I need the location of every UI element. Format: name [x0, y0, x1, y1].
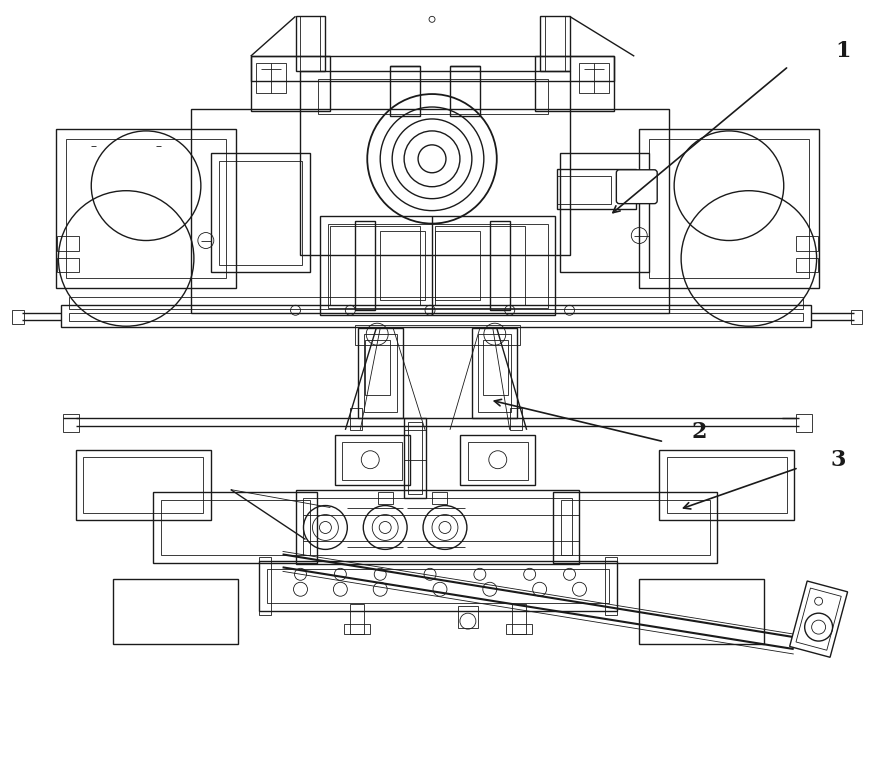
- Bar: [378, 492, 393, 504]
- Text: 2: 2: [691, 421, 707, 443]
- Bar: [561, 499, 710, 555]
- Bar: [251, 56, 330, 111]
- Bar: [161, 499, 310, 555]
- Bar: [336, 435, 410, 485]
- Bar: [458, 606, 477, 628]
- Bar: [69, 313, 802, 321]
- Bar: [490, 220, 510, 310]
- Bar: [219, 161, 302, 266]
- Bar: [435, 230, 480, 300]
- Bar: [295, 16, 325, 71]
- Bar: [319, 79, 548, 114]
- Bar: [390, 66, 420, 116]
- Bar: [483, 340, 508, 395]
- Bar: [639, 579, 764, 644]
- Bar: [83, 457, 203, 512]
- Bar: [468, 442, 527, 480]
- Bar: [300, 71, 569, 256]
- Bar: [258, 561, 618, 611]
- Bar: [328, 223, 548, 308]
- Bar: [295, 490, 580, 564]
- Bar: [330, 226, 420, 306]
- Bar: [364, 334, 397, 412]
- Bar: [61, 306, 810, 327]
- Bar: [303, 498, 571, 555]
- Bar: [795, 259, 817, 273]
- Bar: [153, 492, 317, 564]
- FancyBboxPatch shape: [617, 170, 657, 204]
- Bar: [450, 66, 480, 116]
- Polygon shape: [796, 588, 841, 650]
- Bar: [556, 176, 611, 204]
- Bar: [795, 236, 817, 251]
- Bar: [211, 153, 310, 273]
- Text: 3: 3: [830, 449, 846, 471]
- Bar: [321, 216, 555, 315]
- Bar: [512, 604, 526, 634]
- Bar: [358, 328, 403, 418]
- Bar: [67, 139, 226, 278]
- Bar: [365, 340, 390, 395]
- Bar: [435, 226, 525, 306]
- Bar: [668, 457, 787, 512]
- Bar: [605, 558, 618, 615]
- Bar: [113, 579, 237, 644]
- Bar: [553, 492, 717, 564]
- Bar: [356, 325, 519, 345]
- Bar: [11, 310, 24, 324]
- Bar: [560, 153, 649, 273]
- Bar: [540, 16, 569, 71]
- Bar: [404, 418, 426, 498]
- Bar: [510, 408, 522, 430]
- Bar: [556, 169, 636, 209]
- Text: 1: 1: [836, 40, 851, 62]
- Bar: [408, 422, 422, 494]
- Bar: [69, 297, 802, 310]
- Bar: [76, 450, 211, 519]
- Bar: [380, 230, 425, 300]
- Bar: [356, 220, 375, 310]
- Bar: [251, 56, 614, 81]
- Bar: [534, 56, 614, 111]
- Bar: [56, 129, 236, 288]
- Bar: [58, 259, 80, 273]
- Bar: [639, 129, 818, 288]
- Bar: [477, 334, 511, 412]
- Bar: [660, 450, 794, 519]
- Polygon shape: [789, 581, 848, 657]
- Bar: [344, 624, 371, 634]
- Bar: [58, 236, 80, 251]
- Bar: [266, 569, 610, 603]
- Bar: [851, 310, 863, 324]
- Bar: [472, 328, 517, 418]
- Bar: [258, 558, 271, 615]
- Bar: [343, 442, 402, 480]
- Bar: [63, 414, 80, 432]
- Bar: [649, 139, 809, 278]
- Bar: [505, 624, 532, 634]
- Bar: [460, 435, 534, 485]
- Bar: [580, 63, 610, 93]
- Bar: [191, 109, 669, 313]
- Bar: [432, 492, 447, 504]
- Bar: [350, 604, 364, 634]
- Bar: [350, 408, 363, 430]
- Bar: [256, 63, 286, 93]
- Bar: [795, 414, 812, 432]
